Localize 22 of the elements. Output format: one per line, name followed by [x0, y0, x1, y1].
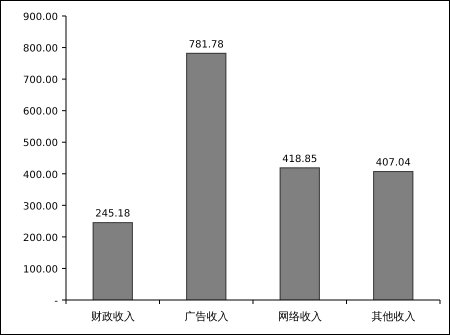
y-tick-label: 200.00 [23, 232, 58, 244]
y-tick-label: 700.00 [23, 75, 58, 86]
data-label: 407.04 [376, 158, 411, 169]
y-tick-label: 600.00 [23, 106, 58, 118]
data-label: 245.18 [95, 208, 130, 220]
x-tick-label: 网络收入 [278, 310, 322, 323]
bar [280, 167, 320, 300]
x-tick-label: 财政收入 [90, 310, 135, 323]
y-tick-label: 500.00 [23, 138, 58, 150]
data-label: 418.85 [282, 154, 318, 165]
y-tick-label: 800.00 [23, 44, 58, 55]
x-tick-label: 广告收入 [184, 310, 228, 323]
y-tick-label: 400.00 [23, 170, 58, 181]
y-tick-label: 100.00 [23, 264, 58, 276]
x-tick-label: 其他收入 [371, 310, 416, 323]
y-tick-label: 300.00 [23, 201, 58, 212]
data-label: 781.78 [188, 39, 224, 50]
bar [186, 52, 226, 300]
bar [92, 222, 133, 300]
y-tick-label: - [54, 296, 58, 307]
y-tick-label: 900.00 [23, 12, 58, 23]
bar [373, 171, 414, 300]
